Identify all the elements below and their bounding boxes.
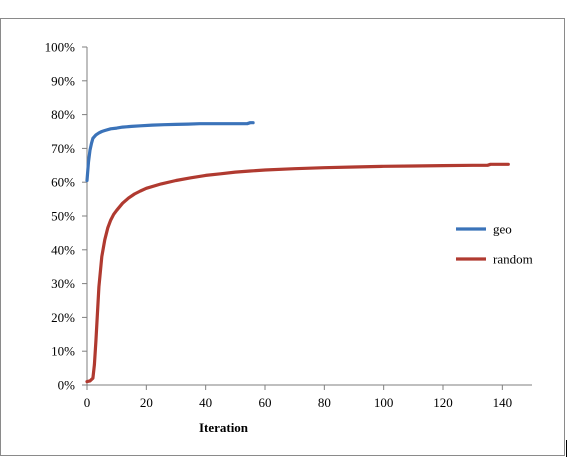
y-tick-label: 50% (51, 209, 75, 224)
y-tick-label: 30% (51, 276, 75, 291)
series-layer (85, 121, 510, 384)
line-chart: 0% 10% 20% 30% 40% 50% 60% 70% 80% 90% 100% 0 20 40 6… (45, 40, 533, 436)
legend-label-geo: geo (493, 222, 512, 237)
x-tick-label: 40 (199, 395, 212, 410)
y-tick-label: 60% (51, 175, 75, 190)
x-tick-label: 120 (433, 395, 453, 410)
x-tick-label: 140 (493, 395, 513, 410)
legend: geo random (456, 222, 533, 267)
x-axis-title: Iteration (199, 420, 249, 435)
y-tick-label: 90% (51, 73, 75, 88)
series-line-geo (85, 121, 255, 183)
y-tick-label: 100% (45, 40, 76, 55)
y-tick-label: 40% (51, 242, 75, 257)
chart-frame: 0% 10% 20% 30% 40% 50% 60% 70% 80% 90% 100% 0 20 40 6… (0, 18, 565, 456)
y-tick-label: 0% (58, 378, 76, 393)
y-tick-label: 10% (51, 344, 75, 359)
series-line-random (85, 162, 510, 384)
x-tick-label: 20 (140, 395, 153, 410)
y-axis: 0% 10% 20% 30% 40% 50% 60% 70% 80% 90% 100% (45, 40, 88, 393)
text-cursor (566, 440, 567, 457)
y-tick-label: 80% (51, 107, 75, 122)
y-tick-label: 70% (51, 141, 75, 156)
x-tick-label: 80 (318, 395, 331, 410)
x-axis: 0 20 40 60 80 100 120 140 (84, 384, 532, 410)
legend-label-random: random (493, 252, 533, 267)
x-tick-label: 0 (84, 395, 91, 410)
x-tick-label: 60 (259, 395, 272, 410)
y-tick-label: 20% (51, 310, 75, 325)
x-tick-label: 100 (374, 395, 394, 410)
